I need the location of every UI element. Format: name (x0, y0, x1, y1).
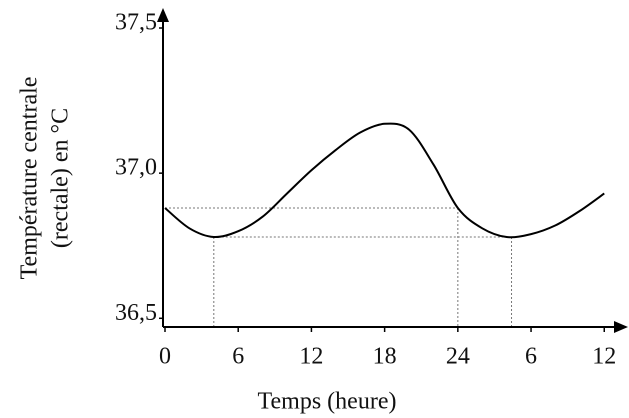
x-tick-label: 12 (592, 344, 616, 370)
x-tick-label: 6 (525, 344, 537, 370)
x-tick-label: 6 (232, 344, 244, 370)
x-tick-label: 12 (299, 344, 323, 370)
y-axis-label: Température centrale (rectale) en °C (17, 77, 74, 280)
y-axis-label-line: (rectale) en °C (48, 108, 74, 248)
y-axis-arrow (157, 8, 169, 22)
y-tick-label: 37,0 (115, 155, 157, 181)
temperature-line (164, 122, 605, 239)
x-tick-label: 0 (159, 344, 171, 370)
y-axis-label-line: Température centrale (17, 77, 43, 280)
y-tick-label: 36,5 (115, 300, 157, 326)
x-tick-label: 18 (373, 344, 397, 370)
y-tick-label: 37,5 (115, 10, 157, 36)
x-axis-label: Temps (heure) (258, 389, 397, 415)
x-axis-arrow (614, 321, 628, 333)
x-tick-label: 24 (446, 344, 470, 370)
